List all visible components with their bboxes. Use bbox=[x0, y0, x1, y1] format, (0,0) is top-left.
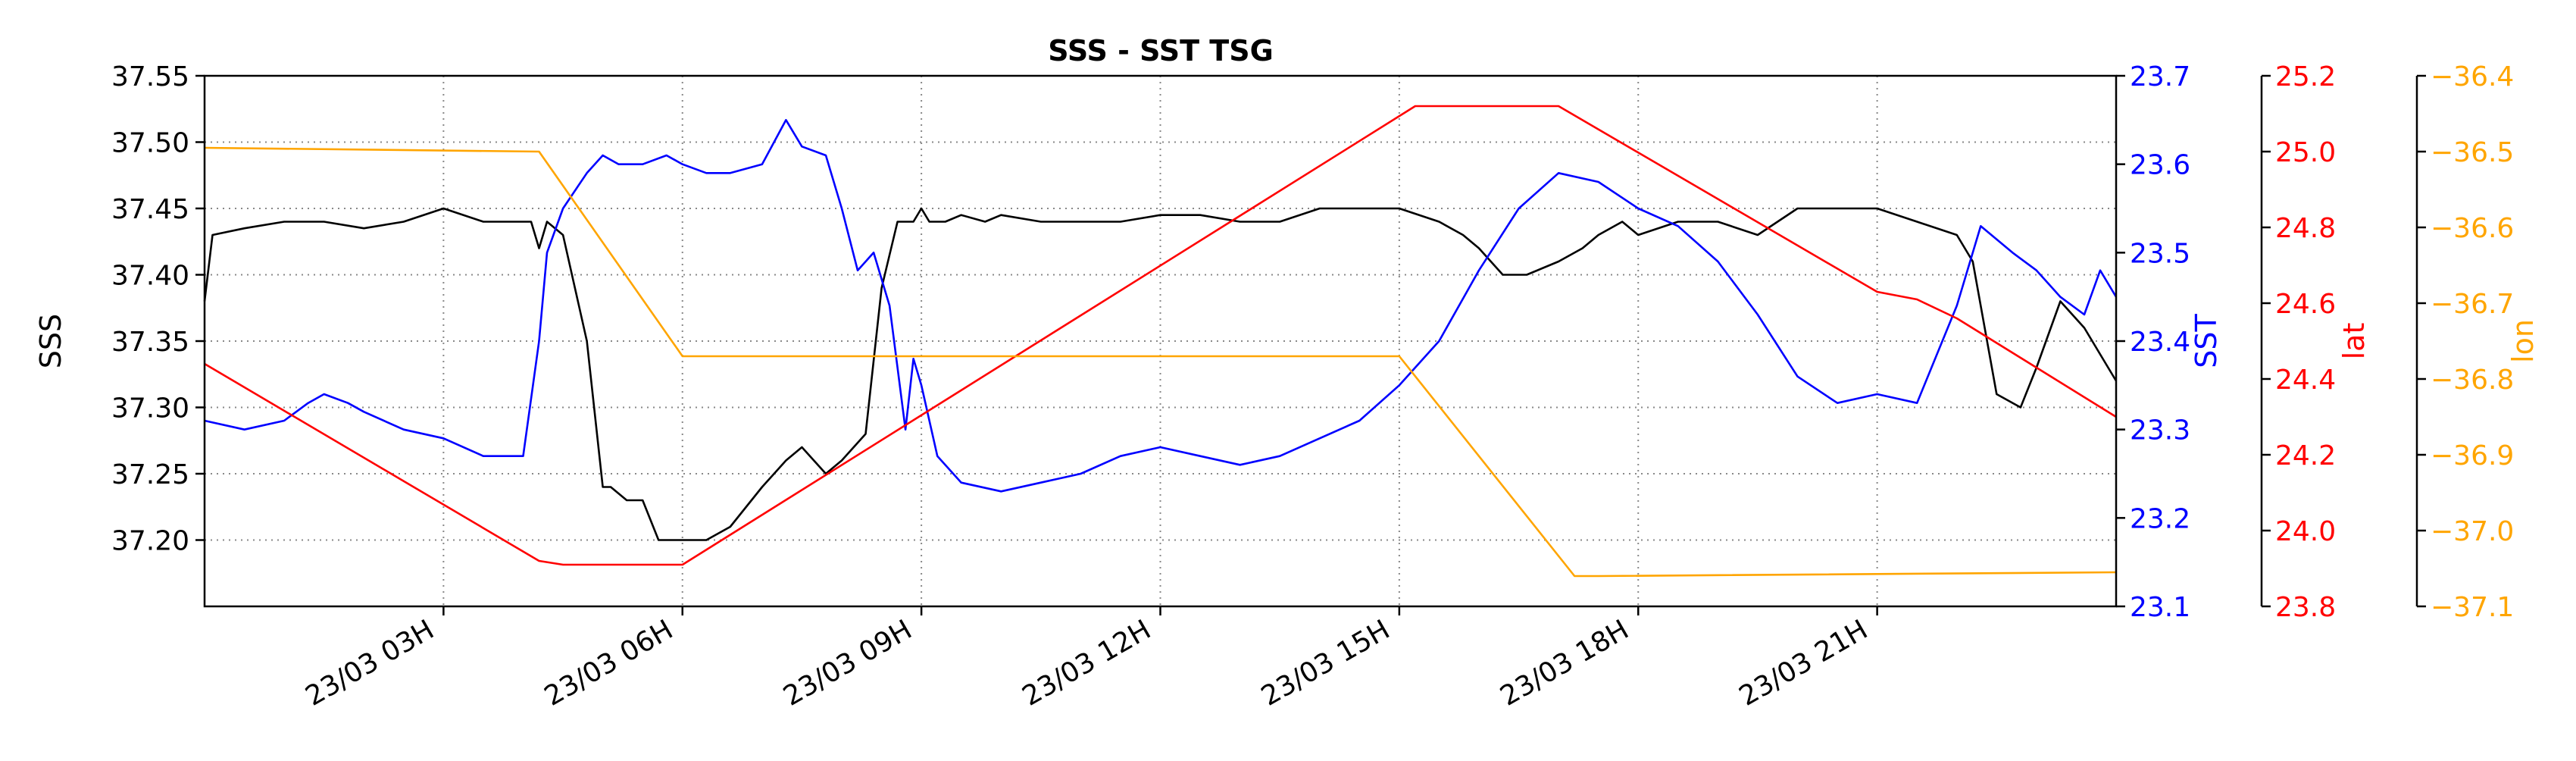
lon-tick-label: −36.6 bbox=[2431, 213, 2514, 244]
sst-tick-label: 23.1 bbox=[2130, 592, 2190, 623]
series-layer bbox=[203, 105, 2118, 578]
sss-tick-label: 37.40 bbox=[111, 261, 189, 292]
sss-tick-label: 37.50 bbox=[111, 128, 189, 159]
y-axes: 37.55 37.50 37.45 37.40 37.35 37.30 37.25 37.20… bbox=[34, 61, 2540, 623]
lat-tick-label: 24.8 bbox=[2275, 213, 2336, 244]
lat-tick-label: 24.6 bbox=[2275, 289, 2336, 320]
lat-tick-label: 23.8 bbox=[2275, 592, 2336, 623]
lon-tick-label: −37.1 bbox=[2431, 592, 2514, 623]
sst-tick-label: 23.4 bbox=[2130, 327, 2190, 358]
sst-tick-label: 23.6 bbox=[2130, 150, 2190, 181]
chart-title: SSS - SST TSG bbox=[1048, 34, 1274, 67]
sss-tick-label: 37.20 bbox=[111, 526, 189, 557]
sss-tick-label: 37.25 bbox=[111, 459, 189, 490]
lon-tick-label: −36.9 bbox=[2431, 440, 2514, 471]
sst-tick-label: 23.7 bbox=[2130, 61, 2190, 92]
sss-tick-label: 37.55 bbox=[111, 61, 189, 92]
lon-tick-label: −36.8 bbox=[2431, 365, 2514, 396]
lat-tick-label: 24.4 bbox=[2275, 365, 2336, 396]
lon-tick-label: −36.5 bbox=[2431, 137, 2514, 168]
lat-tick-label: 24.0 bbox=[2275, 516, 2336, 547]
lon-tick-label: −36.7 bbox=[2431, 289, 2514, 320]
lon-tick-label: −36.4 bbox=[2431, 61, 2514, 92]
sss-tick-label: 37.30 bbox=[111, 393, 189, 424]
sss-axis-label: SSS bbox=[34, 314, 67, 368]
sss-tick-label: 37.35 bbox=[111, 327, 189, 358]
lat-axis-label: lat bbox=[2337, 323, 2371, 360]
series-line-sst bbox=[204, 119, 2118, 493]
lat-tick-label: 25.0 bbox=[2275, 137, 2336, 168]
sst-tick-label: 23.3 bbox=[2130, 415, 2190, 446]
sst-axis-label: SST bbox=[2190, 313, 2223, 368]
series-line-sss bbox=[203, 207, 2118, 541]
sst-tick-label: 23.2 bbox=[2130, 503, 2190, 534]
series-line-lon bbox=[204, 146, 2117, 578]
lon-tick-label: −37.0 bbox=[2431, 516, 2514, 547]
sst-tick-label: 23.5 bbox=[2130, 238, 2190, 269]
series-line-lat bbox=[204, 105, 2117, 566]
sss-tick-label: 37.45 bbox=[111, 194, 189, 225]
lat-tick-label: 25.2 bbox=[2275, 61, 2336, 92]
lat-tick-label: 24.2 bbox=[2275, 440, 2336, 471]
lon-axis-label: lon bbox=[2506, 319, 2540, 363]
